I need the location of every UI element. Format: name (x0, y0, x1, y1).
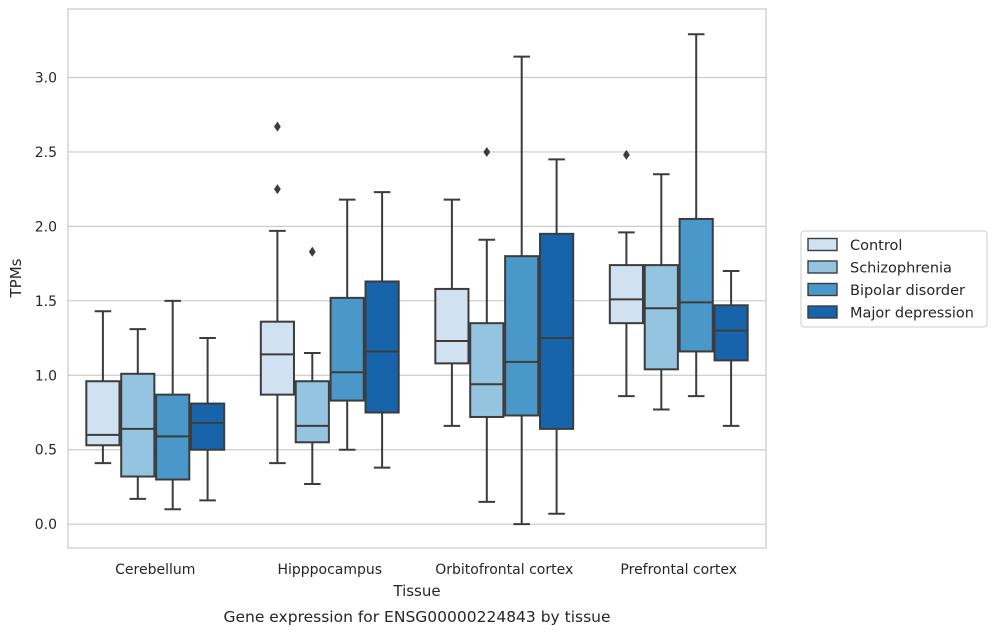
box-3-3 (713, 270, 749, 427)
legend-swatch (807, 237, 838, 252)
box-1-0 (259, 121, 295, 465)
box-0-2 (155, 299, 191, 511)
box-0-0 (85, 310, 121, 465)
box-1-3 (364, 191, 400, 469)
iqr-box (539, 232, 575, 430)
y-axis-ticks: 0.0 0.5 1.0 1.5 2.0 2.5 3.0 (35, 70, 57, 533)
outlier-marker (308, 246, 316, 257)
outlier-marker (274, 184, 281, 195)
iqr-box (434, 287, 470, 365)
outlier-marker (483, 146, 491, 157)
y-axis-label: TPMs (7, 258, 25, 298)
iqr-box (713, 304, 749, 362)
x-tick-label: Cerebellum (115, 562, 195, 578)
legend-label: Schizophrenia (850, 261, 952, 277)
outlier-marker (623, 149, 630, 160)
x-tick-label: Hipppocampus (277, 562, 382, 578)
legend-items: Control Schizophrenia Bipolar disorder Majo… (807, 237, 974, 322)
box-0-3 (190, 337, 226, 502)
box-2-0 (434, 198, 470, 427)
box-1-2 (329, 198, 365, 451)
x-axis-label: Tissue (392, 582, 440, 600)
box-1-1 (294, 246, 330, 485)
outlier-marker (274, 121, 281, 132)
legend-frame (800, 230, 988, 328)
legend-label: Control (850, 238, 902, 254)
y-tick-label: 3.0 (35, 70, 57, 86)
x-tick-label: Orbitofrontal cortex (435, 562, 573, 578)
iqr-box (678, 217, 714, 353)
legend-swatch (807, 260, 838, 274)
x-tick-label: Prefrontal cortex (620, 562, 737, 578)
y-tick-label: 1.5 (35, 294, 57, 310)
legend-swatch (807, 282, 838, 297)
iqr-box (469, 322, 505, 418)
iqr-box (364, 280, 400, 414)
iqr-box (190, 402, 226, 451)
box-0-1 (120, 328, 156, 500)
iqr-box (504, 255, 540, 417)
box-2-3 (539, 158, 575, 515)
y-tick-label: 2.5 (35, 145, 57, 161)
iqr-box (259, 320, 295, 396)
iqr-box (329, 296, 365, 402)
iqr-box (294, 380, 330, 444)
box-3-2 (678, 33, 714, 398)
iqr-box (643, 264, 679, 371)
legend: Control Schizophrenia Bipolar disorder Majo… (800, 230, 988, 328)
box-2-1 (469, 146, 505, 503)
y-tick-label: 0.0 (35, 517, 57, 533)
box-2-2 (504, 55, 540, 526)
box-3-0 (608, 149, 644, 398)
legend-swatch (807, 305, 838, 319)
plot-frame (67, 8, 767, 549)
legend-label: Bipolar disorder (850, 283, 965, 299)
iqr-box (608, 264, 644, 325)
legend-label: Major depression (850, 306, 974, 322)
y-tick-label: 0.5 (35, 443, 57, 459)
x-axis-ticks: Cerebellum Hipppocampus Orbitofrontal cort… (115, 562, 737, 578)
chart-caption: Gene expression for ENSG00000224843 by t… (223, 608, 610, 626)
boxes (85, 33, 749, 526)
y-tick-label: 2.0 (35, 219, 57, 235)
iqr-box (120, 372, 156, 478)
y-tick-label: 1.0 (35, 368, 57, 384)
box-3-1 (643, 173, 679, 411)
